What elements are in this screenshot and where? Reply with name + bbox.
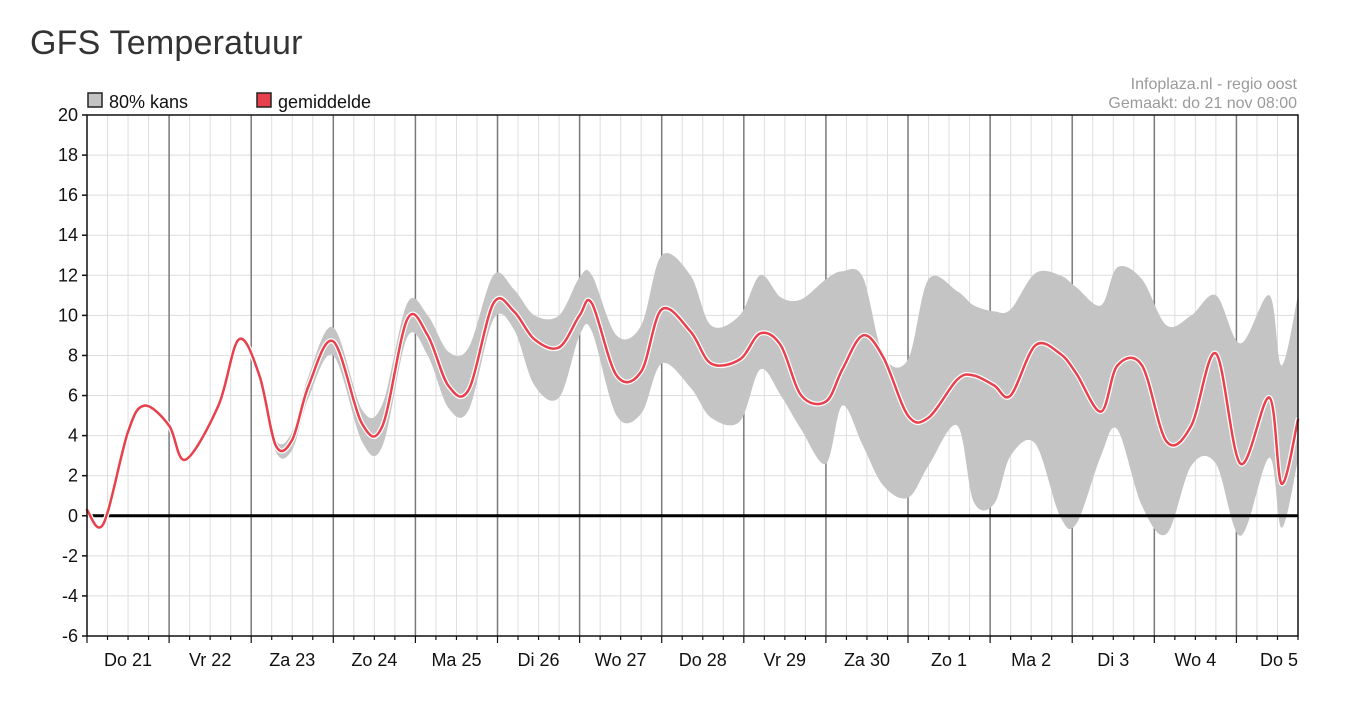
legend-swatch-band: [87, 92, 103, 108]
y-tick-label: 12: [58, 265, 78, 285]
x-tick-label: Wo 4: [1175, 650, 1217, 670]
y-tick-label: 18: [58, 145, 78, 165]
legend-label-band: 80% kans: [109, 92, 188, 112]
y-tick-label: -6: [62, 626, 78, 646]
y-tick-label: -4: [62, 586, 78, 606]
y-tick-label: 16: [58, 185, 78, 205]
x-tick-label: Vr 29: [764, 650, 806, 670]
mean-temperature-line: [85, 297, 1300, 529]
x-tick-label: Zo 24: [351, 650, 397, 670]
y-tick-label: 0: [68, 506, 78, 526]
chart-legend: 80% kans gemiddelde: [87, 92, 371, 112]
y-tick-label: 10: [58, 305, 78, 325]
x-tick-label: Za 23: [269, 650, 315, 670]
y-tick-label: 2: [68, 466, 78, 486]
probability-band-area: [87, 253, 1298, 536]
x-tick-label: Za 30: [844, 650, 890, 670]
page-title: GFS Temperatuur: [30, 24, 303, 62]
minor-gridlines: [87, 115, 1298, 636]
x-tick-label: Zo 1: [931, 650, 967, 670]
y-tick-label: 8: [68, 345, 78, 365]
y-tick-label: -2: [62, 546, 78, 566]
credit-created: Gemaakt: do 21 nov 08:00: [1108, 95, 1297, 112]
y-tick-label: 14: [58, 225, 78, 245]
legend-swatch-mean: [256, 92, 272, 108]
y-tick-label: 4: [68, 426, 78, 446]
y-tick-label: 20: [58, 105, 78, 125]
x-tick-label: Ma 25: [431, 650, 481, 670]
legend-label-mean: gemiddelde: [278, 92, 371, 112]
probability-band-layer: [87, 253, 1298, 536]
x-tick-label: Do 21: [104, 650, 152, 670]
x-tick-label: Di 26: [518, 650, 560, 670]
x-tick-label: Wo 27: [595, 650, 647, 670]
x-tick-label: Ma 2: [1011, 650, 1051, 670]
mean-line-layer: [84, 295, 1301, 530]
y-tick-label: 6: [68, 386, 78, 406]
x-tick-label: Do 28: [679, 650, 727, 670]
x-tick-label: Di 3: [1097, 650, 1129, 670]
major-gridlines: [168, 115, 1238, 636]
credit-source: Infoplaza.nl - regio oost: [1131, 76, 1298, 93]
plot-frame: [86, 114, 1299, 637]
x-tick-label: Vr 22: [189, 650, 231, 670]
plot-frame-layer: [86, 114, 1299, 637]
x-axis-ticks: Do 21 Vr 22 Za 23 Zo 24 Ma 25 Di 26 Wo 27 Do 28…: [86, 636, 1299, 670]
x-tick-label: Do 5: [1260, 650, 1298, 670]
chart-credit: Infoplaza.nl - regio oost Gemaakt: do 21…: [1108, 76, 1297, 112]
